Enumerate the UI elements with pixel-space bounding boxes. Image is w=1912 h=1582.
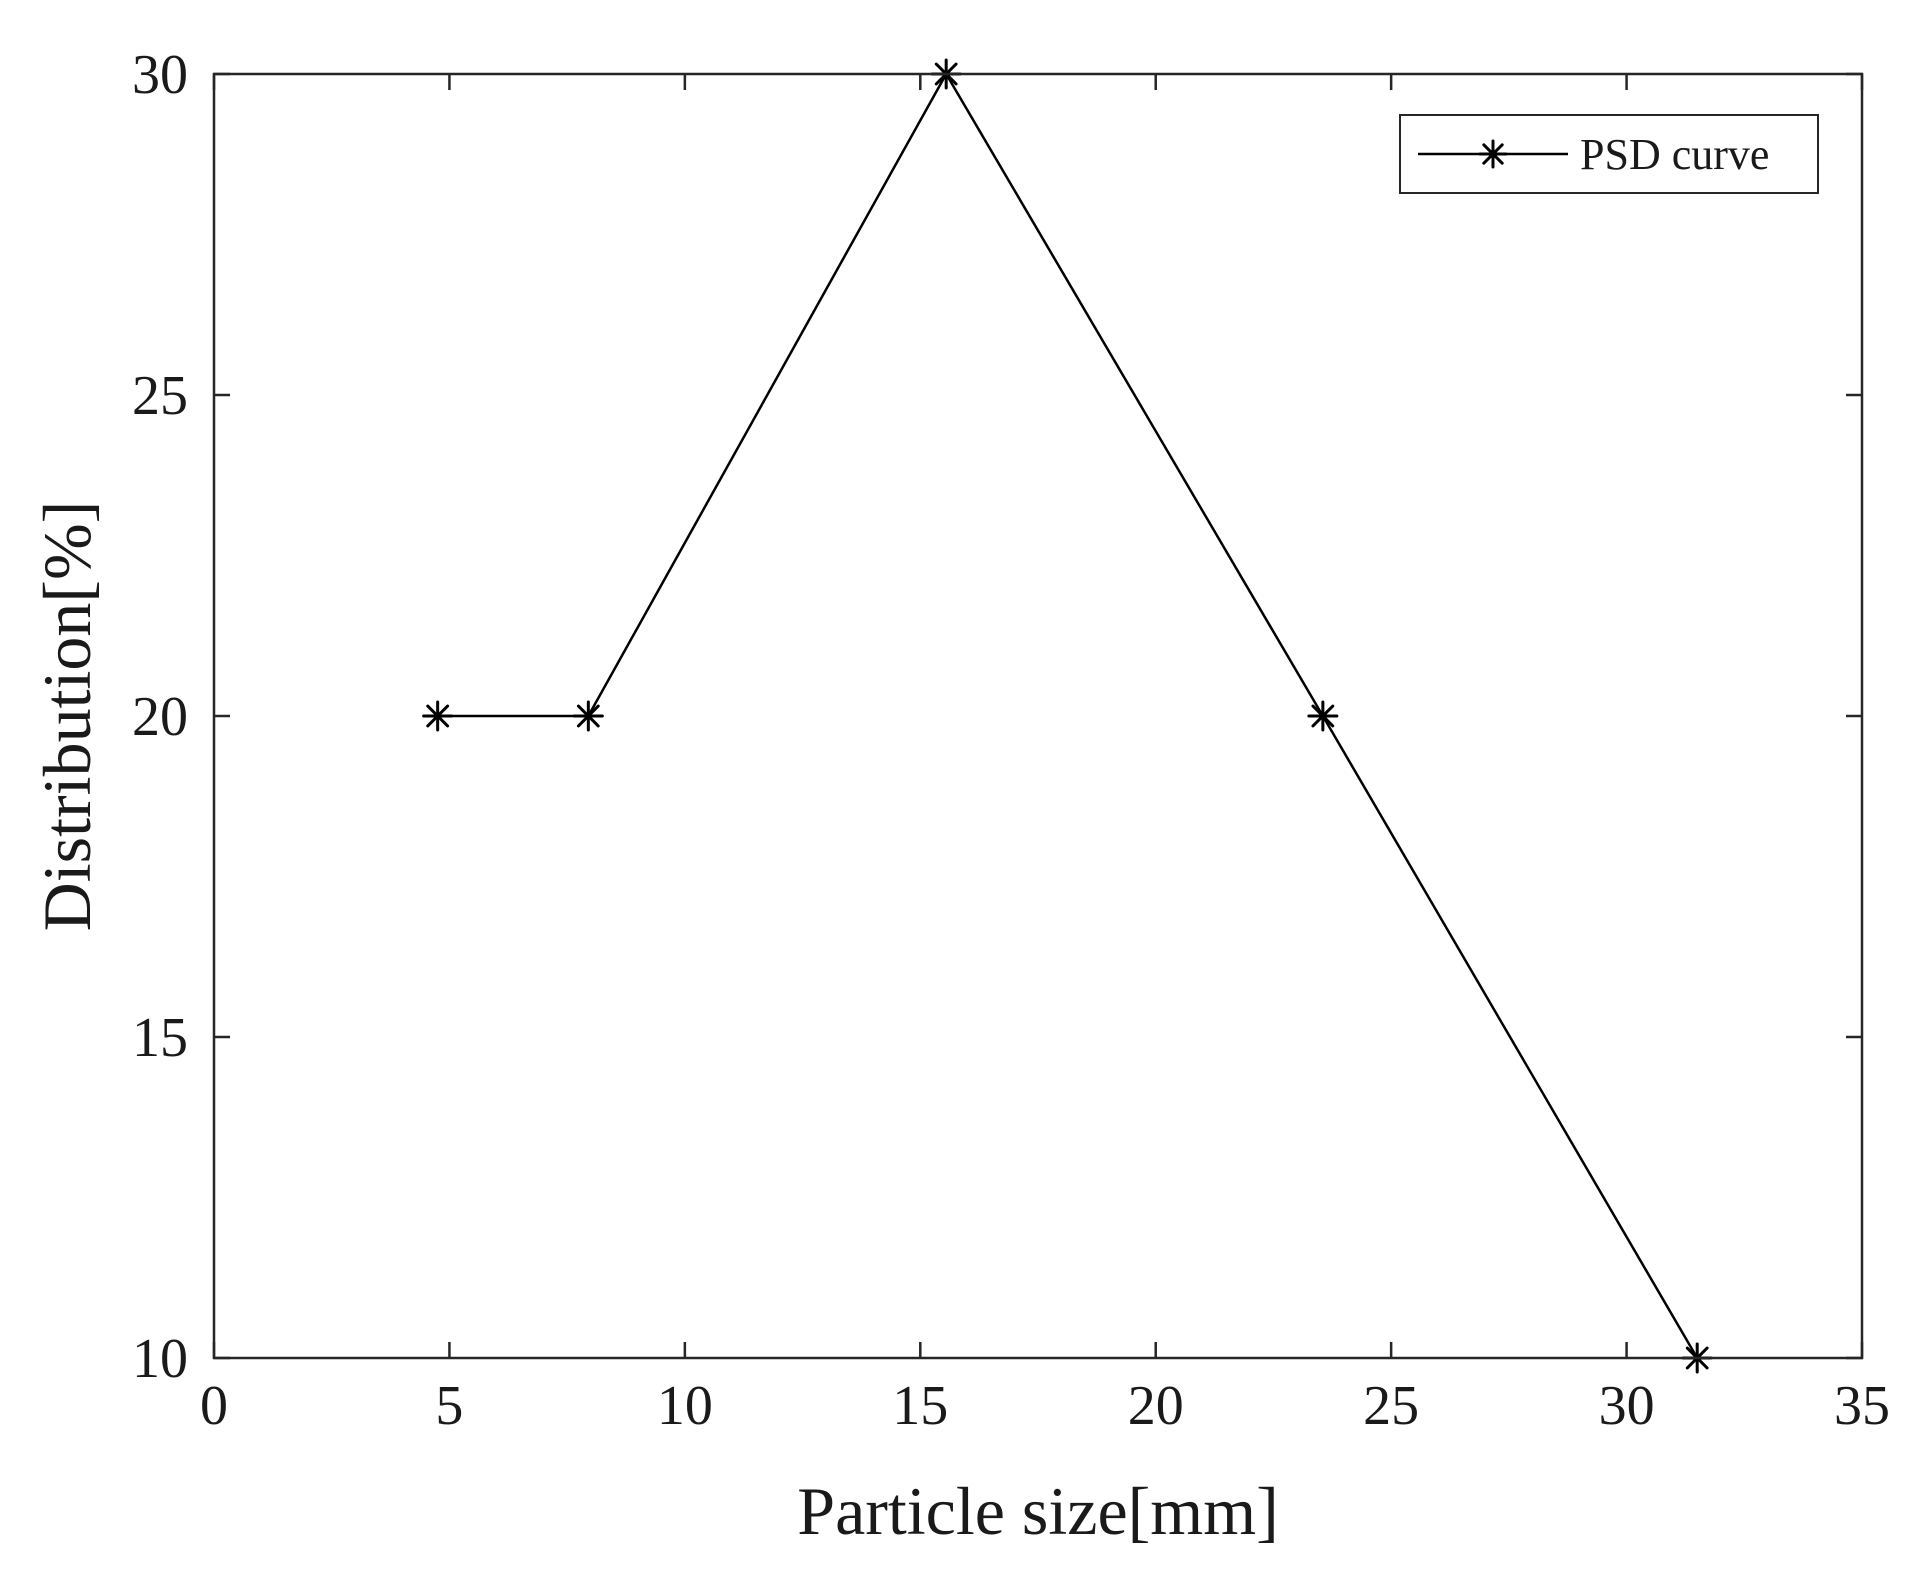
y-tick-label: 20 — [132, 686, 188, 748]
legend-asterisk — [1478, 139, 1508, 169]
legend-marker-asterisk — [1478, 139, 1508, 169]
ticks-layer: 0 5 10 15 20 25 30 35 10 15 20 25 30 — [132, 44, 1890, 1437]
x-axis-label: Particle size[mm] — [797, 1473, 1278, 1549]
data-point-marker — [1307, 700, 1339, 732]
legend: PSD curve — [1399, 114, 1819, 194]
labels-layer: Particle size[mm] Distribution[%] — [29, 501, 1279, 1549]
x-tick-label: 25 — [1363, 1375, 1419, 1437]
y-tick-label: 30 — [132, 44, 188, 106]
x-tick-label: 5 — [435, 1375, 463, 1437]
y-tick-label: 25 — [132, 365, 188, 427]
x-tick-label: 15 — [892, 1375, 948, 1437]
x-tick-label: 35 — [1834, 1375, 1890, 1437]
y-axis-label: Distribution[%] — [29, 501, 105, 932]
y-tick-label: 15 — [132, 1007, 188, 1069]
legend-label: PSD curve — [1580, 130, 1769, 179]
x-tick-label: 30 — [1599, 1375, 1655, 1437]
y-tick-label: 10 — [132, 1328, 188, 1390]
data-point-marker — [422, 700, 454, 732]
x-tick-label: 10 — [657, 1375, 713, 1437]
x-tick-label: 20 — [1128, 1375, 1184, 1437]
x-tick-label: 0 — [200, 1375, 228, 1437]
plot-frame — [212, 72, 1864, 1360]
data-point-marker — [572, 700, 604, 732]
